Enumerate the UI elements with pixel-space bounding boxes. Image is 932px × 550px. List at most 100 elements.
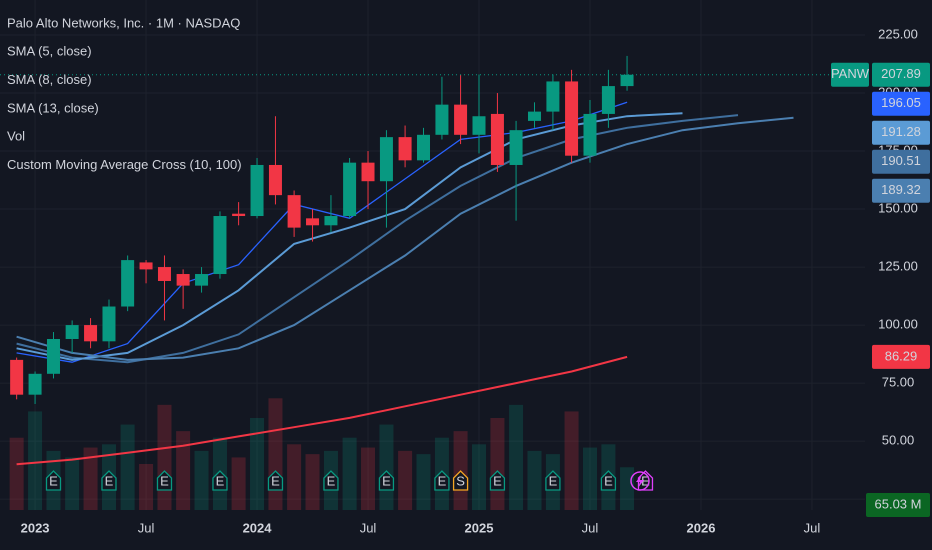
legend-entry: Vol <box>7 129 25 144</box>
candle-body <box>583 113 597 156</box>
indicator-badge-bg <box>872 91 930 116</box>
candle-body <box>232 213 246 217</box>
y-tick-label: 150.00 <box>878 200 918 215</box>
candle-body <box>565 81 579 156</box>
event-label: E <box>438 473 447 488</box>
event-label: E <box>216 473 225 488</box>
volume-bar <box>157 404 172 510</box>
candle-body <box>121 260 135 307</box>
indicator-badge-bg <box>872 120 930 145</box>
event-marker: E <box>267 470 284 491</box>
volume-bar <box>250 418 265 510</box>
event-label: S <box>456 473 465 488</box>
volume-bar <box>582 447 597 510</box>
x-tick-label: Jul <box>360 520 377 535</box>
event-label: E <box>327 473 336 488</box>
legend-entry: SMA (13, close) <box>7 100 99 115</box>
event-marker: E <box>545 470 561 491</box>
event-shape <box>600 470 617 491</box>
price-badge-bg <box>872 62 930 87</box>
candle-body <box>509 130 523 165</box>
y-tick-label: 125.00 <box>878 259 918 274</box>
legend-entry: Custom Moving Average Cross (10, 100) <box>7 157 242 172</box>
price-badge: 207.89 <box>881 66 921 81</box>
volume-bar <box>305 454 320 510</box>
volume-bar <box>28 411 43 510</box>
volume-bar <box>176 431 191 510</box>
volume-bar <box>65 457 80 510</box>
candle-body <box>620 74 634 87</box>
event-label: E <box>604 473 613 488</box>
event-shape <box>212 470 228 491</box>
candle-body <box>306 218 320 226</box>
indicator-badge: 190.51 <box>881 153 921 168</box>
candle-body <box>250 164 264 217</box>
volume-bar <box>361 447 376 510</box>
candle-body <box>379 137 393 182</box>
event-shape <box>378 470 395 491</box>
indicator-line <box>16 116 794 361</box>
candle-body <box>454 104 468 135</box>
event-marker: E <box>323 470 339 491</box>
volume-bar <box>9 437 24 510</box>
candle-body <box>176 274 190 286</box>
x-tick-label: 2026 <box>687 520 716 535</box>
event-shape <box>434 470 450 491</box>
event-marker: E <box>434 470 450 491</box>
event-label: E <box>271 473 280 488</box>
event-shape <box>156 470 173 491</box>
event-shape <box>452 470 469 491</box>
event-marker: E <box>489 470 506 491</box>
event-shape <box>45 470 62 491</box>
legend-entry: SMA (8, close) <box>7 72 92 87</box>
candle-body <box>102 306 116 342</box>
event-shape <box>267 470 284 491</box>
candle-body <box>324 216 338 226</box>
candle-body <box>490 113 504 165</box>
indicator-badge: 191.28 <box>881 124 921 139</box>
y-tick-label: 50.00 <box>882 433 915 448</box>
y-tick-label: 100.00 <box>878 317 918 332</box>
volume-bar <box>120 424 135 510</box>
volume-bar <box>416 454 431 510</box>
indicator-line <box>16 101 628 363</box>
event-shape <box>489 470 506 491</box>
event-label: E <box>160 473 169 488</box>
x-tick-label: 2023 <box>21 520 50 535</box>
candle-body <box>195 274 209 286</box>
x-tick-label: 2025 <box>465 520 494 535</box>
candle-body <box>28 373 42 395</box>
event-marker: S <box>452 470 469 491</box>
candle-body <box>46 338 60 374</box>
event-marker: E <box>378 470 395 491</box>
event-label: E <box>105 473 114 488</box>
event-label: E <box>493 473 502 488</box>
candle-body <box>287 195 301 228</box>
candle-body <box>84 325 98 342</box>
volume-bar <box>509 404 524 510</box>
candle-body <box>398 137 412 161</box>
indicator-line <box>16 355 628 466</box>
y-tick-label: 75.00 <box>882 375 915 390</box>
volume-bar <box>620 467 635 510</box>
indicator-line <box>16 114 739 364</box>
event-label: E <box>549 473 558 488</box>
indicator-badge-bg <box>872 344 930 369</box>
event-marker: E <box>212 470 228 491</box>
volume-bar <box>83 447 98 510</box>
volume-bar <box>194 450 209 510</box>
x-tick-label: Jul <box>582 520 599 535</box>
candle-body <box>546 81 560 112</box>
symbol-badge: PANW <box>831 66 870 81</box>
x-tick-label: 2024 <box>243 520 273 535</box>
indicator-badge-bg <box>872 149 930 174</box>
candle-body <box>157 267 171 281</box>
volume-bar <box>527 450 542 510</box>
volume-bar <box>564 411 579 510</box>
event-label: E <box>382 473 391 488</box>
legend-entry: SMA (5, close) <box>7 44 92 59</box>
event-label: E <box>641 473 650 488</box>
event-marker: E <box>101 470 117 491</box>
x-tick-label: Jul <box>138 520 155 535</box>
